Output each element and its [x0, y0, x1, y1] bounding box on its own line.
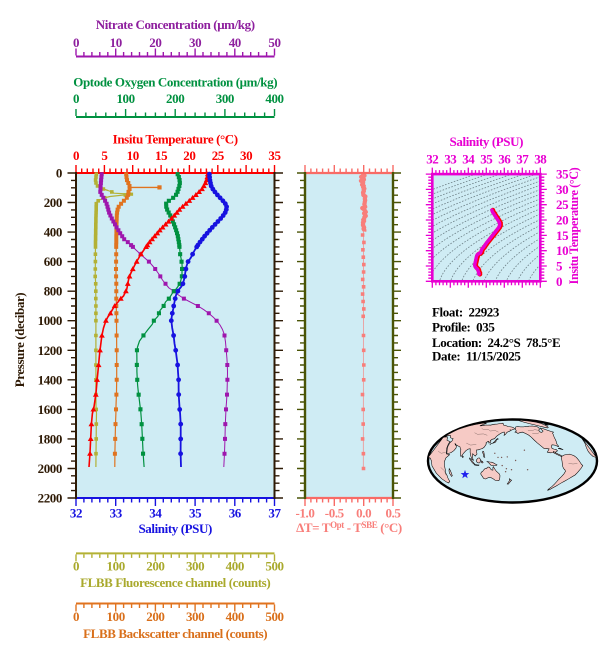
- svg-text:FLBB Fluorescence channel (cou: FLBB Fluorescence channel (counts): [80, 575, 270, 590]
- svg-text:2000: 2000: [38, 461, 62, 476]
- svg-text:FLBB Backscatter channel (coun: FLBB Backscatter channel (counts): [83, 626, 267, 641]
- svg-text:Insitu Temperature (°C): Insitu Temperature (°C): [113, 131, 238, 146]
- svg-text:30: 30: [556, 182, 568, 197]
- svg-text:35: 35: [480, 152, 493, 167]
- svg-text:33: 33: [444, 152, 457, 167]
- svg-text:20: 20: [149, 35, 161, 50]
- svg-text:-0.5: -0.5: [325, 505, 345, 520]
- svg-text:Date: 11/15/2025: Date: 11/15/2025: [432, 348, 521, 363]
- svg-text:1200: 1200: [38, 343, 62, 358]
- svg-text:300: 300: [186, 559, 204, 574]
- svg-text:400: 400: [226, 609, 244, 624]
- svg-text:200: 200: [166, 91, 184, 106]
- svg-text:5: 5: [101, 148, 108, 163]
- svg-text:1800: 1800: [38, 431, 62, 446]
- svg-text:Salinity (PSU): Salinity (PSU): [450, 134, 524, 149]
- svg-text:200: 200: [146, 559, 164, 574]
- svg-text:200: 200: [146, 609, 164, 624]
- svg-text:1400: 1400: [38, 372, 62, 387]
- svg-text:Float: 22923: Float: 22923: [432, 305, 500, 320]
- svg-text:40: 40: [229, 35, 241, 50]
- svg-text:0.0: 0.0: [356, 505, 371, 520]
- svg-text:10: 10: [556, 243, 568, 258]
- svg-text:100: 100: [107, 559, 125, 574]
- svg-text:0: 0: [73, 609, 79, 624]
- svg-text:5: 5: [556, 259, 563, 274]
- svg-text:20: 20: [556, 213, 568, 228]
- svg-text:Salinity (PSU): Salinity (PSU): [138, 521, 212, 536]
- svg-text:33: 33: [110, 505, 123, 520]
- svg-text:0: 0: [556, 274, 562, 289]
- svg-text:500: 500: [265, 559, 283, 574]
- svg-text:400: 400: [226, 559, 244, 574]
- svg-text:32: 32: [426, 152, 438, 167]
- svg-text:Pressure (decibar): Pressure (decibar): [12, 293, 27, 388]
- svg-text:300: 300: [216, 91, 234, 106]
- svg-text:0: 0: [73, 148, 79, 163]
- svg-text:35: 35: [556, 167, 569, 182]
- svg-text:25: 25: [212, 148, 225, 163]
- svg-text:0: 0: [73, 35, 79, 50]
- svg-text:0: 0: [56, 166, 62, 181]
- svg-text:Location: 24.2°S 78.5°E: Location: 24.2°S 78.5°E: [432, 335, 560, 350]
- svg-text:30: 30: [240, 148, 252, 163]
- svg-text:500: 500: [265, 609, 283, 624]
- svg-text:800: 800: [44, 284, 62, 299]
- svg-text:0.5: 0.5: [385, 505, 401, 520]
- svg-text:Optode Oxygen Concentration (μ: Optode Oxygen Concentration (μm/kg): [73, 75, 277, 90]
- svg-text:34: 34: [149, 505, 162, 520]
- svg-text:100: 100: [116, 91, 134, 106]
- svg-text:300: 300: [186, 609, 204, 624]
- svg-text:50: 50: [268, 35, 280, 50]
- svg-text:38: 38: [534, 152, 547, 167]
- svg-text:37: 37: [268, 505, 281, 520]
- svg-text:ΔT= TOpt - TSBE (°C): ΔT= TOpt - TSBE (°C): [296, 520, 402, 535]
- svg-text:10: 10: [110, 35, 122, 50]
- svg-text:15: 15: [556, 228, 569, 243]
- svg-text:-1.0: -1.0: [296, 505, 315, 520]
- svg-text:34: 34: [462, 152, 475, 167]
- svg-text:10: 10: [127, 148, 139, 163]
- svg-text:15: 15: [155, 148, 168, 163]
- svg-text:36: 36: [498, 152, 511, 167]
- svg-text:400: 400: [265, 91, 283, 106]
- svg-text:35: 35: [189, 505, 202, 520]
- svg-text:32: 32: [70, 505, 82, 520]
- svg-text:0: 0: [73, 91, 79, 106]
- svg-text:1000: 1000: [38, 313, 62, 328]
- svg-text:600: 600: [44, 254, 62, 269]
- svg-text:0: 0: [73, 559, 79, 574]
- svg-text:100: 100: [107, 609, 125, 624]
- svg-text:1600: 1600: [38, 402, 62, 417]
- svg-text:Insitu Temperature (°C): Insitu Temperature (°C): [567, 167, 581, 284]
- svg-text:Nitrate Concentration (μm/kg): Nitrate Concentration (μm/kg): [96, 17, 255, 32]
- svg-text:25: 25: [556, 197, 569, 212]
- svg-text:36: 36: [229, 505, 242, 520]
- svg-text:200: 200: [44, 195, 62, 210]
- svg-text:35: 35: [268, 148, 281, 163]
- svg-text:2200: 2200: [38, 491, 62, 506]
- svg-text:Profile: 035: Profile: 035: [432, 320, 495, 335]
- svg-text:30: 30: [189, 35, 201, 50]
- svg-text:20: 20: [183, 148, 195, 163]
- svg-text:400: 400: [44, 225, 62, 240]
- svg-text:37: 37: [516, 152, 529, 167]
